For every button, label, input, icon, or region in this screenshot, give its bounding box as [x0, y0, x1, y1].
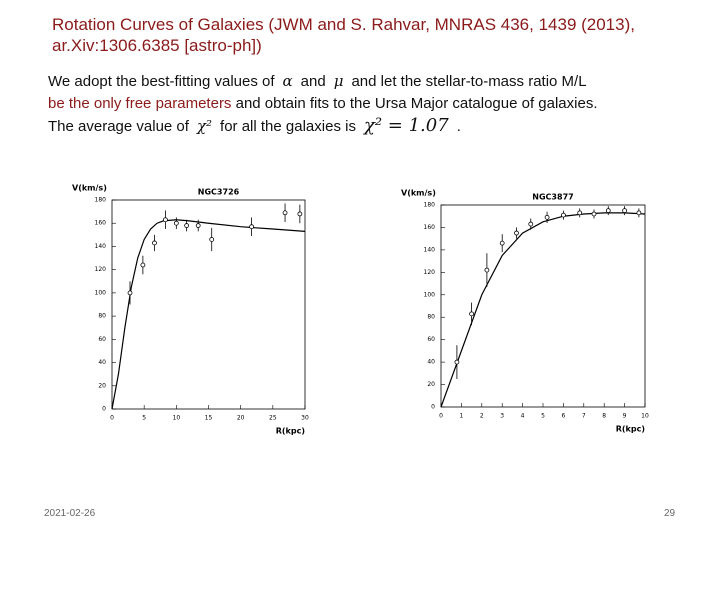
x-tick-label: 20: [237, 415, 245, 422]
x-tick-label: 1: [459, 413, 463, 420]
data-point: [499, 240, 505, 246]
y-tick-label: 0: [102, 406, 106, 413]
data-point: [127, 290, 133, 296]
plot-frame: [111, 199, 306, 410]
data-point: [152, 240, 157, 246]
data-point: [514, 230, 519, 236]
x-tick-label: 0: [439, 413, 443, 420]
equation: χ² = 1.07: [363, 115, 449, 136]
body-text: We adopt the best-fitting values of α and μ…: [48, 70, 708, 138]
data-point: [591, 211, 597, 217]
text: .: [456, 118, 461, 135]
y-tick-label: 0: [431, 404, 435, 411]
data-point: [561, 212, 566, 218]
data-point: [622, 208, 627, 214]
x-tick-label: 5: [142, 415, 146, 422]
data-point: [484, 267, 490, 273]
x-tick-label: 15: [205, 415, 213, 422]
data-point: [209, 237, 215, 242]
x-tick-label: 8: [602, 413, 606, 420]
y-tick-label: 60: [98, 336, 106, 343]
data-point: [297, 211, 303, 217]
y-tick-label: 180: [424, 202, 436, 209]
text: and: [300, 73, 326, 90]
title-line: ar.Xiv:1306.6385 [astro-ph]): [52, 36, 262, 55]
data-point: [544, 214, 550, 220]
x-tick-label: 0: [110, 415, 114, 422]
slide: {"header": {"title_lines": ["Rotation Cu…: [44, 14, 708, 519]
y-axis-label: V(km/s): [72, 184, 107, 193]
data-point: [140, 262, 146, 268]
symbol: μ: [333, 72, 344, 90]
data-point: [173, 220, 179, 226]
y-tick-label: 100: [95, 289, 107, 296]
data-point: [184, 223, 190, 228]
y-tick-label: 60: [427, 336, 435, 343]
data-point: [528, 221, 534, 227]
x-axis-label: R(kpc): [616, 425, 645, 434]
data-point: [605, 208, 611, 214]
x-tick-label: 10: [173, 415, 181, 422]
data-point: [469, 311, 475, 317]
x-tick-label: 30: [301, 415, 309, 422]
data-point: [195, 223, 201, 228]
symbol: χ²: [196, 117, 213, 135]
x-tick-label: 10: [641, 413, 649, 420]
data-point: [454, 359, 460, 365]
y-tick-label: 120: [95, 266, 107, 273]
x-tick-label: 7: [582, 413, 586, 420]
text-line: The average value of χ² for all the galaxi…: [48, 115, 708, 138]
y-axis-label: V(km/s): [401, 189, 436, 198]
y-tick-label: 40: [98, 359, 106, 366]
x-tick-label: 9: [623, 413, 627, 420]
y-tick-label: 80: [427, 314, 435, 321]
data-point: [282, 210, 288, 216]
title-line: Rotation Curves of Galaxies (JWM and S. …: [52, 15, 635, 34]
text: The average value of: [48, 118, 189, 135]
y-tick-label: 140: [424, 246, 436, 253]
model-curve: [111, 219, 306, 410]
y-tick-label: 120: [424, 269, 436, 276]
chart-title: NGC3877: [532, 193, 573, 202]
text-line: We adopt the best-fitting values of α and μ…: [48, 70, 708, 93]
text: be the only free parameters: [48, 95, 232, 112]
text: We adopt the best-fitting values of: [48, 73, 275, 90]
page-number: 29: [664, 508, 676, 519]
slide-title: Rotation Curves of Galaxies (JWM and S. …: [52, 14, 692, 56]
charts: NGC3726V(km/s)R(kpc)02040608010012014016…: [72, 184, 649, 436]
date: 2021-02-26: [44, 508, 96, 519]
data-point: [636, 210, 642, 216]
chart-title: NGC3726: [198, 188, 240, 197]
data-point: [162, 217, 168, 223]
x-tick-label: 6: [561, 413, 565, 420]
y-tick-label: 80: [98, 313, 106, 320]
x-tick-label: 3: [500, 413, 504, 420]
y-tick-label: 40: [427, 359, 435, 366]
text-line: be the only free parameters and obtain f…: [48, 93, 708, 115]
x-tick-label: 25: [269, 415, 277, 422]
y-tick-label: 140: [95, 243, 107, 250]
x-tick-label: 4: [521, 413, 525, 420]
y-tick-label: 180: [95, 197, 107, 204]
y-tick-label: 20: [98, 382, 106, 389]
y-tick-label: 160: [95, 220, 107, 227]
y-tick-label: 100: [424, 291, 436, 298]
x-tick-label: 5: [541, 413, 545, 420]
symbol: α: [282, 72, 293, 90]
model-curve: [440, 212, 646, 408]
data-point: [249, 224, 255, 230]
x-tick-label: 2: [480, 413, 484, 420]
y-tick-label: 20: [427, 381, 435, 388]
text: for all the galaxies is: [220, 118, 356, 135]
y-tick-label: 160: [424, 224, 436, 231]
data-point: [577, 210, 583, 216]
text: and let the stellar-to-mass ratio M/L: [351, 73, 587, 90]
text: and obtain fits to the Ursa Major catalo…: [235, 95, 598, 112]
x-axis-label: R(kpc): [276, 427, 305, 436]
